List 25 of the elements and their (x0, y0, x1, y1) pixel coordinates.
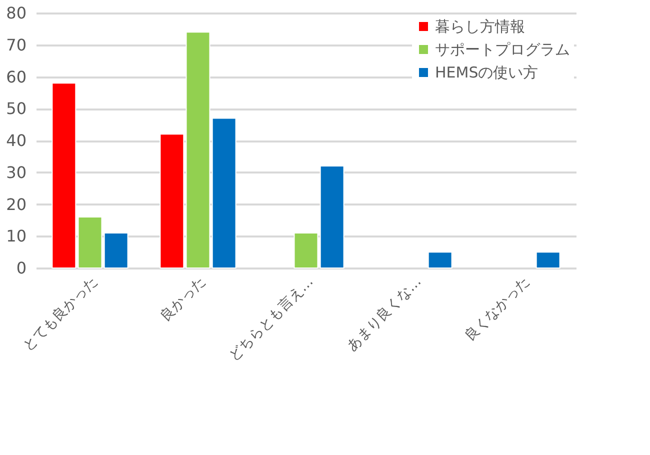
y-tick-label: 70 (6, 35, 26, 54)
bar (428, 252, 452, 268)
y-tick-label: 60 (6, 67, 26, 86)
y-tick-label: 30 (6, 162, 26, 182)
x-tick-label: 良くなかった (462, 274, 533, 345)
x-tick-label: あまり良くな… (344, 274, 425, 354)
y-tick-label: 20 (6, 194, 26, 214)
y-tick-label: 10 (6, 226, 26, 246)
legend-label: 暮らし方情報 (435, 18, 525, 36)
bar (536, 252, 560, 268)
legend-label: サポートプログラム (435, 40, 570, 58)
y-tick-label: 80 (6, 4, 26, 22)
x-tick-label: どちらとも言え… (226, 274, 317, 364)
bar (320, 166, 344, 268)
bar (212, 118, 236, 268)
bar (52, 82, 76, 268)
bar (294, 232, 318, 268)
bar (186, 32, 210, 268)
bar (78, 216, 102, 268)
legend-label: HEMSの使い方 (435, 64, 538, 82)
y-tick-label: 40 (6, 131, 26, 150)
y-tick-label: 50 (6, 99, 26, 118)
bar (104, 232, 128, 268)
x-tick-label: 良かった (158, 274, 209, 325)
bar (160, 134, 184, 268)
